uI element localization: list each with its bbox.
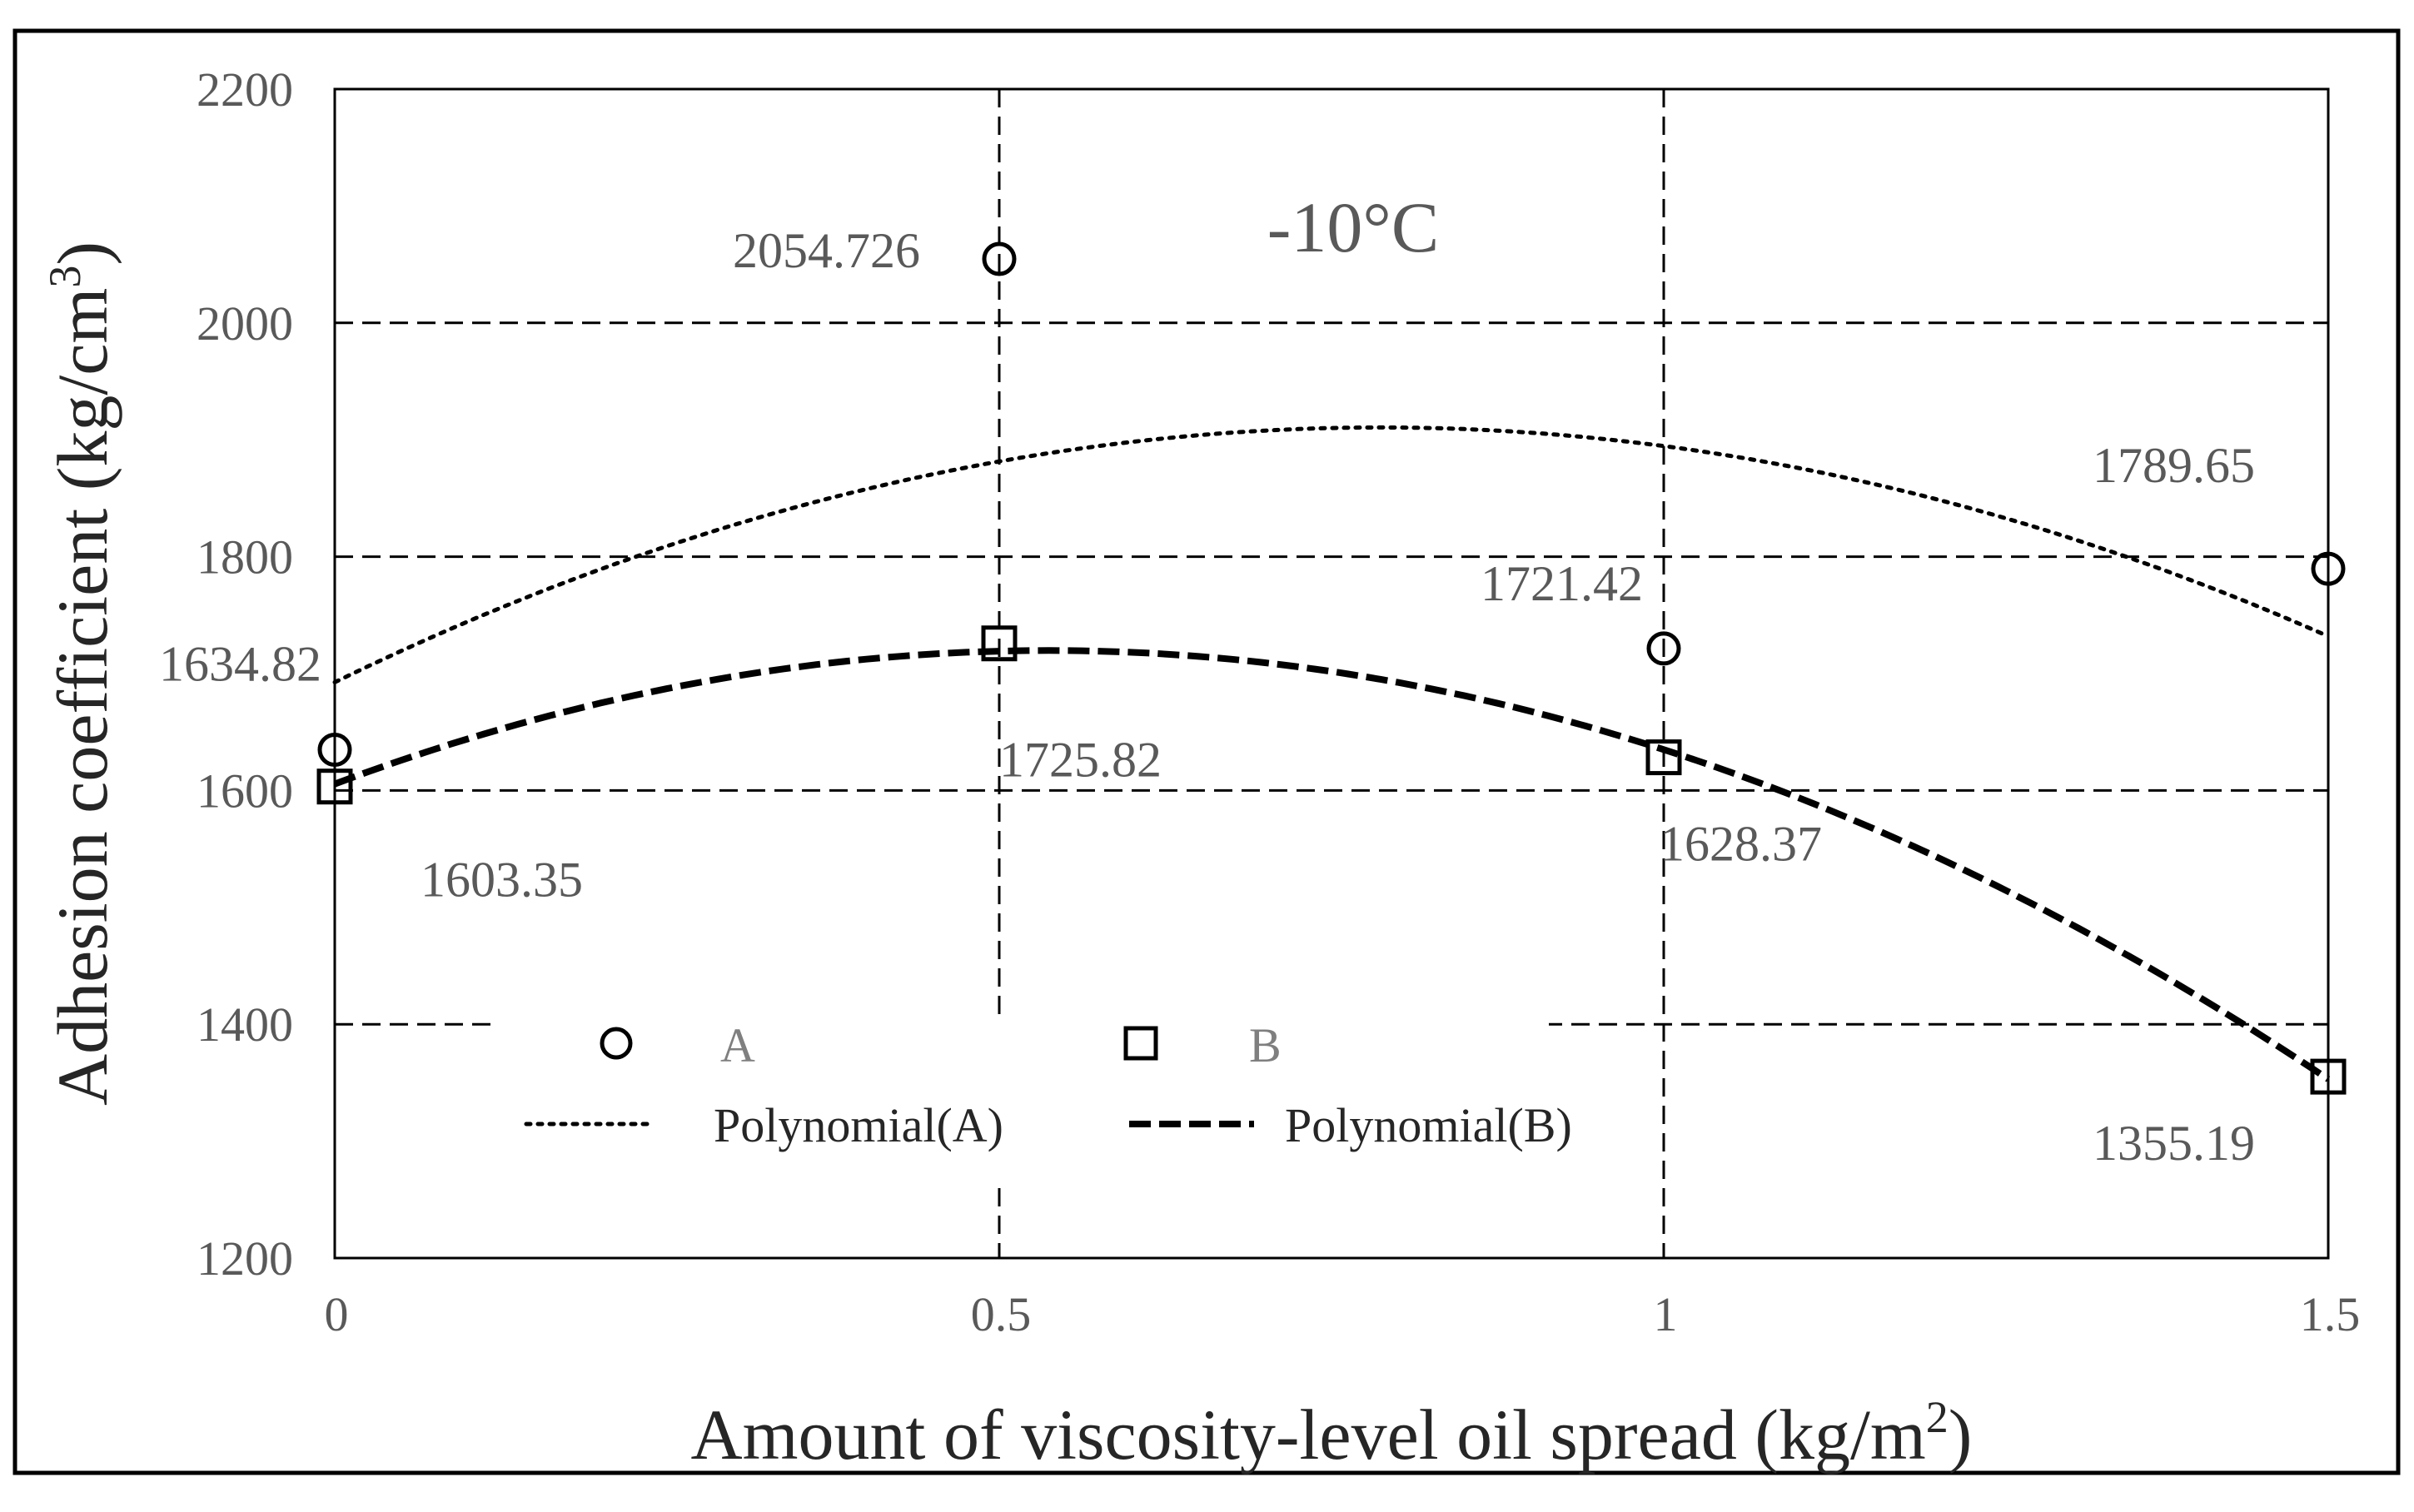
trendline-layer	[332, 425, 2331, 1082]
y-tick-label: 2200	[197, 62, 293, 117]
y-axis-title: Adhesion coefficient (kg/cm3)	[40, 241, 122, 1106]
y-axis-title-main: Adhesion coefficient (kg/cm	[42, 288, 122, 1106]
y-axis-title-sup: 3	[40, 266, 90, 288]
x-tick-label: 0.5	[971, 1287, 1032, 1341]
data-label-a: 1634.82	[159, 637, 321, 692]
x-tick-label: 1	[1654, 1287, 1678, 1341]
data-label-b: 1355.19	[2093, 1116, 2255, 1171]
x-axis-title: Amount of viscosity-level oil spread (kg…	[691, 1392, 1973, 1475]
trendline-a	[332, 425, 2331, 684]
x-axis-title-end: )	[1949, 1395, 1973, 1475]
y-tick-label: 1800	[197, 530, 293, 584]
annotation-temperature: -10°C	[1267, 187, 1439, 267]
x-axis-title-sup: 2	[1926, 1392, 1949, 1442]
data-point-a	[1646, 631, 1681, 666]
y-tick-label: 2000	[197, 296, 293, 351]
label-layer: 1200 1400 1600 1800 2000 2200 0 0.5 1 1.5 1634.82 2…	[159, 62, 2360, 1341]
x-axis-title-main: Amount of viscosity-level oil spread (kg…	[691, 1395, 1926, 1475]
legend-label: A	[720, 1018, 755, 1072]
data-label-a: 2054.726	[733, 223, 920, 278]
outer-frame	[12, 28, 2401, 1475]
legend-label: Polynomial(B)	[1285, 1098, 1572, 1152]
grid-layer	[335, 89, 2328, 1258]
legend-label: B	[1249, 1018, 1282, 1072]
legend-marker-b	[1123, 1026, 1158, 1061]
plot-frame	[333, 87, 2330, 1260]
legend-label: Polynomial(A)	[714, 1098, 1003, 1152]
data-label-b: 1725.82	[999, 733, 1162, 788]
data-point-a	[982, 241, 1017, 276]
data-label-a: 1721.42	[1481, 556, 1643, 611]
data-label-b: 1628.37	[1660, 817, 1822, 872]
data-point-b	[1645, 739, 1682, 776]
y-tick-label: 1600	[197, 763, 293, 818]
data-label-a: 1789.65	[2093, 438, 2255, 493]
data-point-a	[317, 733, 352, 768]
y-tick-label: 1200	[197, 1231, 293, 1286]
x-tick-label: 1.5	[2300, 1287, 2361, 1341]
data-point-a	[2311, 551, 2346, 586]
trendline-b	[333, 647, 2331, 1082]
y-axis-title-end: )	[42, 241, 122, 266]
x-tick-label: 0	[325, 1287, 349, 1341]
legend-background	[496, 1021, 1549, 1187]
marker-layer	[316, 241, 2347, 1095]
legend: A B Polynomial(A) Polynomial(B)	[496, 1018, 1572, 1187]
data-point-b	[981, 625, 1018, 662]
legend-marker-a	[600, 1027, 633, 1060]
data-point-b	[316, 768, 353, 805]
y-tick-label: 1400	[197, 997, 293, 1052]
data-label-b: 1603.35	[421, 853, 583, 908]
data-point-b	[2310, 1058, 2347, 1095]
